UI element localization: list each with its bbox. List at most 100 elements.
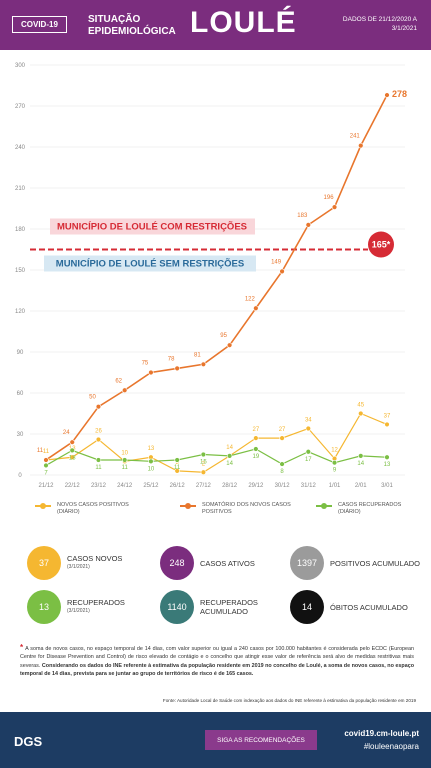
x-tick-label: 26/12 xyxy=(170,483,186,489)
data-point xyxy=(279,268,285,275)
data-label: 13 xyxy=(384,462,391,468)
site-link[interactable]: covid19.cm-loule.pt xyxy=(344,729,419,738)
data-label: 196 xyxy=(324,195,335,201)
stat-label: RECUPERADOS (3/1/2021) xyxy=(67,598,125,616)
x-tick-label: 29/12 xyxy=(248,483,264,489)
data-point xyxy=(358,142,364,149)
data-point xyxy=(121,457,128,463)
stat-name: RECUPERADOS xyxy=(67,598,125,607)
y-tick-label: 30 xyxy=(17,432,24,438)
data-label: 15 xyxy=(200,460,207,466)
stat-note: (3/1/2021) xyxy=(67,608,90,614)
x-tick-label: 23/12 xyxy=(91,483,107,489)
zone-band xyxy=(50,218,255,235)
data-point xyxy=(384,454,390,460)
stat-label: RECUPERADOS ACUMULADO xyxy=(200,598,295,616)
data-label: 45 xyxy=(357,403,364,409)
stat-name: POSITIVOS ACUMULADO xyxy=(330,558,421,568)
data-label: 17 xyxy=(305,457,312,463)
data-label: 2 xyxy=(202,461,206,467)
source: Fonte: Autoridade Local de Saúde com ind… xyxy=(162,698,416,703)
header-title: SITUAÇÃO EPIDEMIOLÓGICA xyxy=(88,14,176,37)
data-label: 12 xyxy=(331,448,338,454)
data-label: 9 xyxy=(333,468,337,474)
data-point xyxy=(69,454,75,460)
data-point xyxy=(174,468,180,474)
stat-name: CASOS ATIVOS xyxy=(200,558,255,568)
data-label: 8 xyxy=(280,469,284,475)
data-label: 149 xyxy=(271,259,282,265)
data-point xyxy=(200,361,207,367)
data-point xyxy=(95,436,102,443)
data-point xyxy=(384,92,390,98)
stat-circle: 37 xyxy=(27,546,61,580)
data-point xyxy=(148,369,154,376)
data-point xyxy=(121,387,128,393)
legend-marker xyxy=(180,503,196,509)
data-point xyxy=(253,305,259,311)
data-label: 14 xyxy=(226,461,233,467)
data-label: 37 xyxy=(384,413,391,419)
data-label: 14 xyxy=(226,445,233,451)
data-label: 27 xyxy=(279,427,286,433)
stat-circle: 248 xyxy=(160,546,194,580)
button[interactable]: SIGA AS RECOMENDAÇÕES xyxy=(205,730,317,750)
y-tick-label: 180 xyxy=(15,227,26,233)
legend-label: CASOS RECUPERADOS (DIÁRIO) xyxy=(338,502,402,515)
y-tick-label: 90 xyxy=(17,350,24,356)
data-label: 11 xyxy=(43,449,50,455)
x-tick-label: 31/12 xyxy=(301,483,317,489)
footnote-text: A soma de novos casos, no espaço tempora… xyxy=(20,646,414,669)
data-point xyxy=(69,447,75,454)
data-point xyxy=(43,457,49,463)
legend-dot xyxy=(185,503,191,509)
data-label: 183 xyxy=(297,213,308,219)
footnote-bold: Considerando os dados do INE referente à… xyxy=(20,662,414,678)
legend-item: SOMATÓRIO DOS NOVOS CASOS POSITIVOS xyxy=(180,502,298,516)
series-line xyxy=(45,412,388,473)
data-point xyxy=(95,457,102,463)
y-tick-label: 0 xyxy=(18,473,22,479)
data-point xyxy=(384,421,390,428)
x-tick-label: 24/12 xyxy=(117,483,133,489)
data-point xyxy=(279,435,285,441)
zone-band xyxy=(44,255,256,272)
stat-label: ÓBITOS ACUMULADO xyxy=(330,603,408,612)
data-label: 11 xyxy=(95,465,102,471)
header-place: LOULÉ xyxy=(190,6,297,39)
data-label: 122 xyxy=(245,296,256,302)
stat-name: CASOS NOVOS xyxy=(67,554,123,563)
zone-label: MUNICÍPIO DE LOULÉ COM RESTRIÇÕES xyxy=(57,222,247,233)
stat-label: CASOS NOVOS (3/1/2021) xyxy=(67,554,122,572)
threshold-badge xyxy=(368,231,394,258)
stat: 13 RECUPERADOS (3/1/2021) xyxy=(27,590,162,624)
data-label: 241 xyxy=(350,134,361,140)
zone-label: MUNICÍPIO DE LOULÉ SEM RESTRIÇÕES xyxy=(56,259,244,270)
footnote: * A soma de novos casos, no espaço tempor… xyxy=(20,643,414,679)
data-point xyxy=(253,435,259,441)
x-tick-label: 28/12 xyxy=(222,483,238,489)
x-tick-label: 27/12 xyxy=(196,483,212,489)
stat: 1397 POSITIVOS ACUMULADO xyxy=(290,546,425,580)
data-point xyxy=(148,458,154,465)
data-label: 11 xyxy=(37,448,44,454)
data-label: 24 xyxy=(63,430,70,436)
data-point xyxy=(305,449,312,455)
x-tick-label: 25/12 xyxy=(143,483,159,489)
stat: 14 ÓBITOS ACUMULADO xyxy=(290,590,425,624)
data-label: 27 xyxy=(253,427,260,433)
data-label: 78 xyxy=(168,356,175,362)
legend-label: SOMATÓRIO DOS NOVOS CASOS POSITIVOS xyxy=(202,502,291,515)
data-point xyxy=(95,403,102,410)
data-label: 3 xyxy=(175,460,179,466)
data-label: 95 xyxy=(220,333,227,339)
y-tick-label: 210 xyxy=(15,186,26,192)
footer: DGS SIGA AS RECOMENDAÇÕES covid19.cm-lou… xyxy=(0,712,431,768)
data-point xyxy=(305,425,312,432)
x-tick-label: 21/12 xyxy=(38,483,54,489)
data-label: 75 xyxy=(142,361,149,367)
x-tick-label: 2/01 xyxy=(355,483,367,489)
y-tick-label: 120 xyxy=(15,309,26,315)
